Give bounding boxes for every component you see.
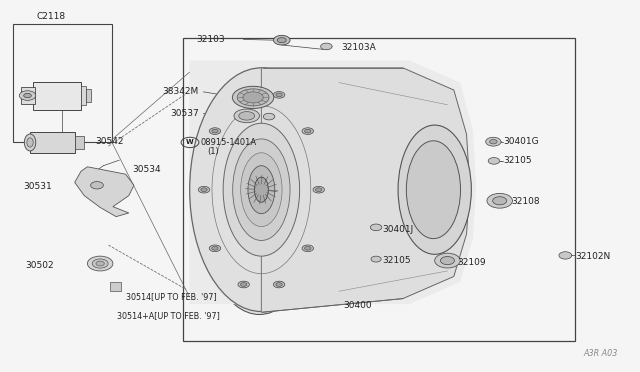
Circle shape xyxy=(273,92,285,98)
Text: W: W xyxy=(186,140,194,145)
Text: 30534: 30534 xyxy=(132,165,161,174)
Ellipse shape xyxy=(254,177,268,202)
Ellipse shape xyxy=(232,86,274,109)
Circle shape xyxy=(371,224,382,231)
Text: 30502: 30502 xyxy=(26,261,54,270)
Text: 30531: 30531 xyxy=(24,182,52,191)
Bar xyxy=(30,132,75,153)
Circle shape xyxy=(238,92,250,98)
Ellipse shape xyxy=(233,139,290,240)
Ellipse shape xyxy=(239,112,255,120)
Bar xyxy=(75,136,84,149)
Ellipse shape xyxy=(196,63,323,314)
Text: 30401G: 30401G xyxy=(504,137,539,146)
Ellipse shape xyxy=(248,166,275,214)
Text: 32103A: 32103A xyxy=(341,43,376,52)
Circle shape xyxy=(212,246,218,250)
Circle shape xyxy=(321,43,332,50)
Text: 32105: 32105 xyxy=(504,156,532,166)
Text: 32103: 32103 xyxy=(196,35,225,44)
Circle shape xyxy=(24,93,31,98)
Ellipse shape xyxy=(243,92,263,103)
Text: 32105: 32105 xyxy=(383,256,411,266)
Text: (1): (1) xyxy=(207,147,219,156)
Circle shape xyxy=(302,128,314,134)
Ellipse shape xyxy=(241,153,282,227)
Text: 30400: 30400 xyxy=(344,301,372,311)
Bar xyxy=(109,282,121,291)
Text: C2118: C2118 xyxy=(36,12,65,21)
Text: 30542: 30542 xyxy=(96,137,124,146)
Circle shape xyxy=(488,158,500,164)
Ellipse shape xyxy=(406,141,461,238)
Circle shape xyxy=(241,93,247,97)
Bar xyxy=(33,81,81,110)
Bar xyxy=(13,23,111,142)
Text: 38342M: 38342M xyxy=(163,87,199,96)
Ellipse shape xyxy=(223,123,300,256)
Circle shape xyxy=(209,128,221,134)
Circle shape xyxy=(487,193,513,208)
Circle shape xyxy=(198,186,210,193)
Text: 30537: 30537 xyxy=(170,109,199,118)
Circle shape xyxy=(238,281,250,288)
Circle shape xyxy=(559,252,572,259)
Bar xyxy=(81,86,86,105)
Circle shape xyxy=(273,35,290,45)
Circle shape xyxy=(277,38,286,43)
Circle shape xyxy=(241,283,247,286)
Ellipse shape xyxy=(88,256,113,271)
Ellipse shape xyxy=(189,68,333,311)
Circle shape xyxy=(313,186,324,193)
Circle shape xyxy=(91,182,103,189)
Circle shape xyxy=(302,245,314,251)
Text: 32102N: 32102N xyxy=(575,251,610,261)
PathPatch shape xyxy=(261,68,470,312)
Ellipse shape xyxy=(27,138,33,147)
Ellipse shape xyxy=(92,259,108,268)
PathPatch shape xyxy=(189,61,476,304)
Bar xyxy=(86,89,92,102)
Circle shape xyxy=(305,129,311,133)
Circle shape xyxy=(486,137,501,146)
Circle shape xyxy=(440,257,454,264)
Text: 30514[UP TO FEB. '97]: 30514[UP TO FEB. '97] xyxy=(125,292,216,301)
Ellipse shape xyxy=(237,89,269,106)
Text: 30401J: 30401J xyxy=(383,225,413,234)
Text: 30514+A[UP TO FEB. '97]: 30514+A[UP TO FEB. '97] xyxy=(117,311,220,320)
Bar xyxy=(183,38,575,341)
Text: 32108: 32108 xyxy=(511,197,540,206)
Circle shape xyxy=(276,283,282,286)
Circle shape xyxy=(435,253,460,268)
Text: A3R A03: A3R A03 xyxy=(583,350,618,359)
Ellipse shape xyxy=(398,125,471,254)
Polygon shape xyxy=(75,167,134,217)
Circle shape xyxy=(316,188,322,192)
Circle shape xyxy=(276,93,282,97)
Bar xyxy=(20,87,35,104)
Circle shape xyxy=(273,281,285,288)
Circle shape xyxy=(305,246,311,250)
Circle shape xyxy=(212,129,218,133)
Text: 08915-1401A: 08915-1401A xyxy=(200,138,257,147)
Circle shape xyxy=(493,197,507,205)
Circle shape xyxy=(209,245,221,251)
Circle shape xyxy=(201,188,207,192)
Text: 32109: 32109 xyxy=(457,258,486,267)
Ellipse shape xyxy=(234,109,259,123)
Circle shape xyxy=(371,256,381,262)
Ellipse shape xyxy=(24,134,36,151)
Circle shape xyxy=(490,140,497,144)
Circle shape xyxy=(263,113,275,120)
Circle shape xyxy=(19,91,36,100)
Ellipse shape xyxy=(96,261,104,266)
